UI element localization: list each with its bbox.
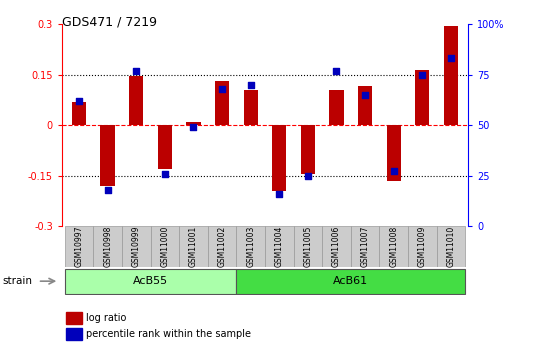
Bar [72, 101, 86, 125]
Point [418, 72, 427, 77]
Bar [379, 226, 408, 267]
Bar [66, 312, 82, 324]
Text: GSM11006: GSM11006 [332, 226, 341, 267]
Point [361, 92, 370, 98]
Text: GSM10999: GSM10999 [132, 226, 141, 267]
Text: GSM11003: GSM11003 [246, 226, 255, 267]
Text: GSM10998: GSM10998 [103, 226, 112, 267]
Text: GSM11007: GSM11007 [360, 226, 370, 267]
Bar [386, 125, 401, 180]
Bar [179, 226, 208, 267]
Point [246, 82, 255, 87]
Point [189, 124, 198, 130]
Point [75, 98, 83, 104]
Text: GSM11008: GSM11008 [389, 226, 398, 267]
Text: GSM11009: GSM11009 [418, 226, 427, 267]
Point [390, 169, 398, 174]
Text: percentile rank within the sample: percentile rank within the sample [86, 329, 251, 338]
Bar [208, 226, 236, 267]
Bar [322, 226, 351, 267]
Point [103, 187, 112, 193]
Bar [437, 226, 465, 267]
Bar [101, 125, 115, 186]
Bar [265, 226, 294, 267]
Bar [294, 226, 322, 267]
Bar [408, 226, 437, 267]
Text: AcB55: AcB55 [133, 276, 168, 286]
Text: AcB61: AcB61 [333, 276, 369, 286]
Bar [129, 76, 144, 125]
Text: GSM11000: GSM11000 [160, 226, 169, 267]
Point [303, 173, 312, 178]
Bar [272, 125, 286, 191]
Bar [215, 81, 229, 125]
Bar [244, 90, 258, 125]
Text: log ratio: log ratio [86, 313, 126, 323]
Point [132, 68, 140, 73]
Bar [65, 269, 236, 294]
Bar [186, 122, 201, 125]
Bar [65, 226, 93, 267]
Point [447, 56, 455, 61]
Bar [93, 226, 122, 267]
Bar [415, 70, 429, 125]
Bar [66, 328, 82, 340]
Text: GSM11001: GSM11001 [189, 226, 198, 267]
Text: GSM11004: GSM11004 [275, 226, 284, 267]
Bar [122, 226, 151, 267]
Bar [301, 125, 315, 174]
Text: GDS471 / 7219: GDS471 / 7219 [62, 16, 157, 29]
Bar [236, 226, 265, 267]
Bar [351, 226, 379, 267]
Bar [444, 26, 458, 125]
Text: GSM11002: GSM11002 [217, 226, 226, 267]
Text: strain: strain [3, 276, 33, 286]
Bar [358, 86, 372, 125]
Point [275, 191, 284, 196]
Point [332, 68, 341, 73]
Text: GSM11010: GSM11010 [447, 226, 455, 267]
Bar [236, 269, 465, 294]
Bar [329, 90, 344, 125]
Bar [158, 125, 172, 169]
Text: GSM10997: GSM10997 [75, 226, 83, 267]
Bar [151, 226, 179, 267]
Point [218, 86, 226, 91]
Text: GSM11005: GSM11005 [303, 226, 313, 267]
Point [160, 171, 169, 176]
